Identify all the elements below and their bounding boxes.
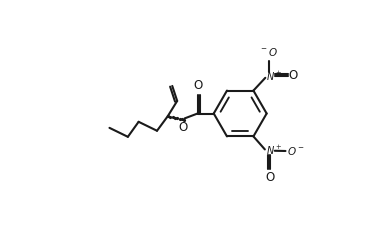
Text: $N^+$: $N^+$ xyxy=(266,144,282,157)
Text: O: O xyxy=(265,171,274,184)
Text: $O^-$: $O^-$ xyxy=(287,145,304,157)
Text: O: O xyxy=(179,121,188,134)
Text: O: O xyxy=(194,79,203,92)
Text: O: O xyxy=(289,69,298,82)
Text: $N^+$: $N^+$ xyxy=(266,70,283,83)
Text: $^-O$: $^-O$ xyxy=(259,46,278,58)
